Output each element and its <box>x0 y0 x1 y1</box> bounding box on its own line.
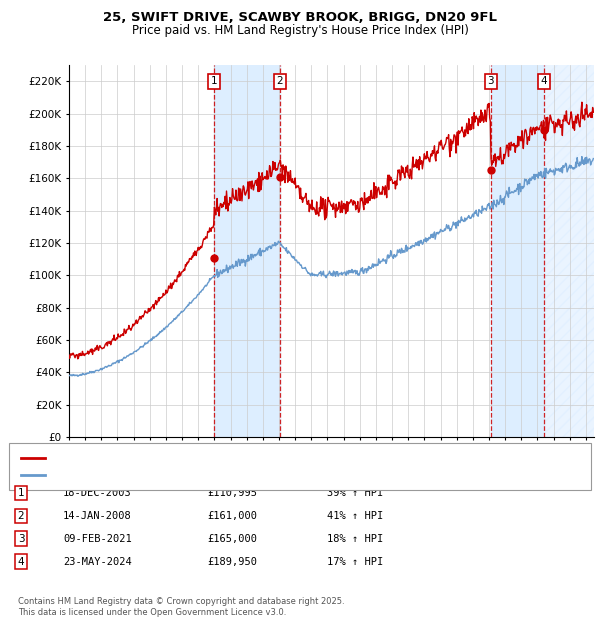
Text: 23-MAY-2024: 23-MAY-2024 <box>63 557 132 567</box>
Text: 25, SWIFT DRIVE, SCAWBY BROOK, BRIGG, DN20 9FL: 25, SWIFT DRIVE, SCAWBY BROOK, BRIGG, DN… <box>103 11 497 24</box>
Text: 3: 3 <box>17 534 25 544</box>
Text: 2: 2 <box>17 511 25 521</box>
Text: 4: 4 <box>541 76 547 86</box>
Text: £110,995: £110,995 <box>207 488 257 498</box>
Text: £165,000: £165,000 <box>207 534 257 544</box>
Text: 4: 4 <box>17 557 25 567</box>
Text: 09-FEB-2021: 09-FEB-2021 <box>63 534 132 544</box>
Text: 1: 1 <box>211 76 217 86</box>
Text: 18-DEC-2003: 18-DEC-2003 <box>63 488 132 498</box>
Text: 1: 1 <box>17 488 25 498</box>
Text: 25, SWIFT DRIVE, SCAWBY BROOK, BRIGG, DN20 9FL (semi-detached house): 25, SWIFT DRIVE, SCAWBY BROOK, BRIGG, DN… <box>51 453 433 463</box>
Text: 17% ↑ HPI: 17% ↑ HPI <box>327 557 383 567</box>
Bar <box>491 65 544 437</box>
Text: Price paid vs. HM Land Registry's House Price Index (HPI): Price paid vs. HM Land Registry's House … <box>131 24 469 37</box>
Bar <box>544 65 594 437</box>
Text: 41% ↑ HPI: 41% ↑ HPI <box>327 511 383 521</box>
Text: Contains HM Land Registry data © Crown copyright and database right 2025.
This d: Contains HM Land Registry data © Crown c… <box>18 598 344 617</box>
Text: £189,950: £189,950 <box>207 557 257 567</box>
Text: 18% ↑ HPI: 18% ↑ HPI <box>327 534 383 544</box>
Text: 14-JAN-2008: 14-JAN-2008 <box>63 511 132 521</box>
Text: HPI: Average price, semi-detached house, North Lincolnshire: HPI: Average price, semi-detached house,… <box>51 471 354 480</box>
Text: 39% ↑ HPI: 39% ↑ HPI <box>327 488 383 498</box>
Bar <box>214 65 280 437</box>
Text: 2: 2 <box>277 76 283 86</box>
Text: £161,000: £161,000 <box>207 511 257 521</box>
Text: 3: 3 <box>487 76 494 86</box>
